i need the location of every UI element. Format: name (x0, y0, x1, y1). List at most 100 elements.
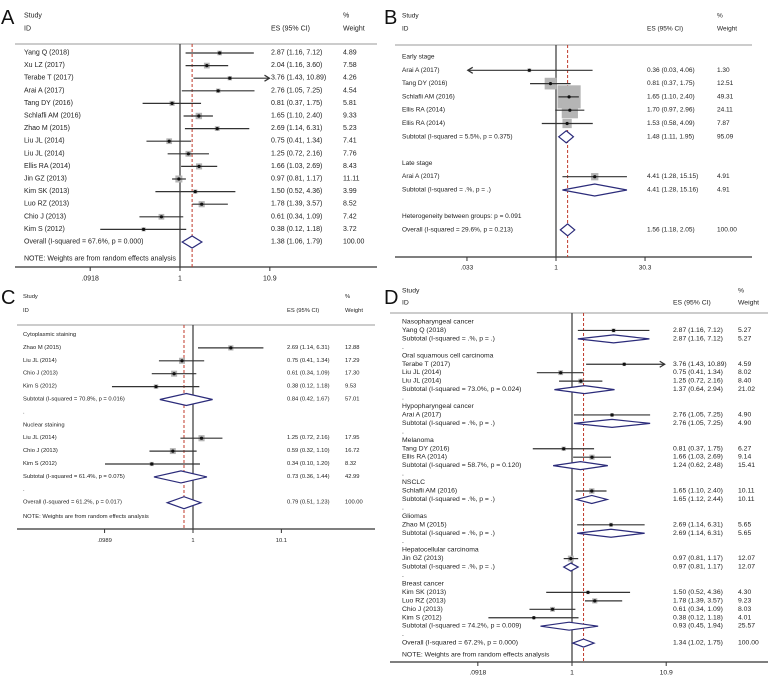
study-label: Schlafli AM (2016) (402, 488, 457, 495)
study-label: Chio J (2013) (24, 213, 66, 220)
effect-size-ci: 1.25 (0.72, 2.16) (287, 435, 330, 441)
weight-value: 10.11 (738, 496, 755, 503)
effect-size-ci: 0.34 (0.10, 1.20) (287, 461, 330, 467)
effect-size-ci: 1.38 (1.06, 1.79) (271, 239, 322, 246)
x-tick-label: 1 (191, 538, 194, 544)
effect-size-ci: 2.87 (1.16, 7.12) (271, 50, 322, 57)
subtotal-label: Subtotal (I-squared = 61.4%, p = 0.075) (23, 474, 125, 480)
header-es: ES (95% CI) (673, 300, 711, 307)
group-label: Late stage (402, 160, 433, 167)
effect-size-ci: 2.76 (1.05, 7.25) (673, 420, 723, 427)
effect-size-ci: 1.24 (0.62, 2.48) (673, 462, 723, 469)
effect-size-ci: 1.25 (0.72, 2.16) (673, 378, 723, 385)
effect-size-ci: 1.25 (0.72, 2.16) (271, 150, 322, 157)
effect-size-ci: 0.81 (0.37, 1.75) (673, 445, 723, 452)
study-label: Yang Q (2018) (24, 50, 69, 57)
subtotal-diamond (573, 418, 651, 429)
panel-label: A (1, 7, 15, 29)
subtotal-label: Subtotal (I-squared = .%, p = .) (402, 420, 495, 427)
study-label: Luo RZ (2013) (402, 597, 446, 604)
point-estimate (586, 590, 590, 595)
weight-value: 8.03 (738, 606, 751, 613)
spacer-label: . (23, 409, 25, 415)
header-percent: % (345, 294, 350, 300)
header-es: ES (95% CI) (287, 308, 319, 314)
study-label: Liu JL (2014) (23, 358, 57, 364)
effect-size-ci: 2.69 (1.14, 6.31) (271, 125, 322, 132)
effect-size-ci: 0.75 (0.41, 1.34) (271, 138, 322, 145)
weight-value: 5.27 (738, 327, 751, 334)
point-estimate (622, 362, 626, 366)
study-label: Xu LZ (2017) (24, 62, 65, 69)
spacer-label: . (23, 487, 25, 493)
effect-size-ci: 0.97 (0.81, 1.17) (673, 564, 723, 571)
group-label: Hepatocellular carcinoma (402, 547, 479, 554)
point-estimate (611, 328, 616, 333)
weight-value: 100.00 (717, 226, 737, 233)
point-estimate (197, 114, 201, 118)
weight-value: 8.40 (738, 378, 751, 385)
forest-panel-a: A Study ID ES (95% CI)% Weight .0918 1 10.9 NOTE… (1, 7, 377, 283)
ci-arrow-right (264, 74, 271, 82)
header-percent: % (343, 13, 349, 20)
study-label: Zhao M (2015) (23, 345, 61, 351)
header-weight: Weight (738, 300, 759, 307)
weight-value: 5.27 (738, 335, 751, 342)
study-label: Kim S (2012) (24, 226, 65, 233)
weight-value: 21.02 (738, 386, 755, 393)
weight-value: 12.88 (345, 345, 360, 351)
overall-label: Overall (I-squared = 29.6%, p = 0.213) (402, 226, 513, 233)
ci-arrow-right (659, 360, 666, 368)
header-es: ES (95% CI) (271, 26, 310, 33)
spacer-label: . (402, 395, 404, 402)
header-study: Study (402, 288, 420, 295)
study-label: Jin GZ (2013) (24, 176, 67, 183)
point-estimate (205, 64, 209, 68)
weight-value: 15.41 (738, 462, 755, 469)
weight-value: 4.91 (717, 187, 730, 194)
subtotal-diamond (540, 621, 599, 631)
study-label: Kim S (2012) (23, 384, 57, 390)
subtotal-label: Subtotal (I-squared = .%, p = .) (402, 564, 495, 571)
effect-size-ci: 0.38 (0.12, 1.18) (673, 614, 723, 621)
effect-size-ci: 0.75 (0.41, 1.34) (673, 369, 723, 376)
study-label: Ellis RA (2014) (402, 120, 445, 127)
subtotal-diamond (159, 392, 213, 407)
panel-label: B (384, 7, 397, 29)
header-weight: Weight (343, 26, 365, 33)
point-estimate (199, 436, 204, 440)
subtotal-diamond (577, 528, 645, 538)
study-label: Jin GZ (2013) (402, 555, 444, 562)
weight-value: 25.57 (738, 623, 755, 630)
study-label: Liu JL (2014) (24, 138, 65, 145)
weight-value: 57.01 (345, 397, 360, 403)
effect-size-ci: 0.75 (0.41, 1.34) (287, 358, 330, 364)
point-estimate (154, 385, 158, 389)
weight-value: 10.11 (738, 488, 755, 495)
x-tick-label: .0989 (97, 538, 112, 544)
weight-value: 8.43 (343, 163, 357, 170)
point-estimate (197, 164, 201, 168)
weights-note: NOTE: Weights are from random effects an… (24, 256, 176, 263)
point-estimate (550, 607, 555, 611)
point-estimate (609, 523, 613, 527)
weight-value: 100.00 (738, 640, 759, 647)
weight-value: 4.59 (738, 361, 751, 368)
group-label: Nasopharyngeal cancer (402, 319, 475, 326)
header-weight: Weight (717, 26, 737, 33)
group-label: Heterogeneity between groups: p = 0.091 (402, 213, 522, 220)
point-estimate (610, 413, 614, 417)
effect-size-ci: 0.59 (0.32, 1.10) (287, 448, 330, 454)
effect-size-ci: 1.70 (0.97, 2.96) (647, 107, 695, 114)
effect-size-ci: 1.56 (1.18, 2.05) (647, 226, 695, 233)
effect-size-ci: 0.38 (0.12, 1.18) (271, 226, 322, 233)
forest-panel-c: C Study ID ES (95% CI)% Weight .0989 1 10.1 NOTE… (1, 287, 375, 544)
effect-size-ci: 1.65 (1.12, 2.44) (673, 496, 723, 503)
x-tick-label: 10.1 (276, 538, 287, 544)
weight-value: 7.41 (343, 138, 357, 145)
forest-panel-b: B Study ID ES (95% CI)% Weight .033 1 30.3 Early… (384, 7, 752, 272)
weight-value: 4.01 (738, 614, 751, 621)
subtotal-label: Subtotal (I-squared = .%, p = .) (402, 496, 495, 503)
x-tick-label: 1 (554, 265, 558, 272)
